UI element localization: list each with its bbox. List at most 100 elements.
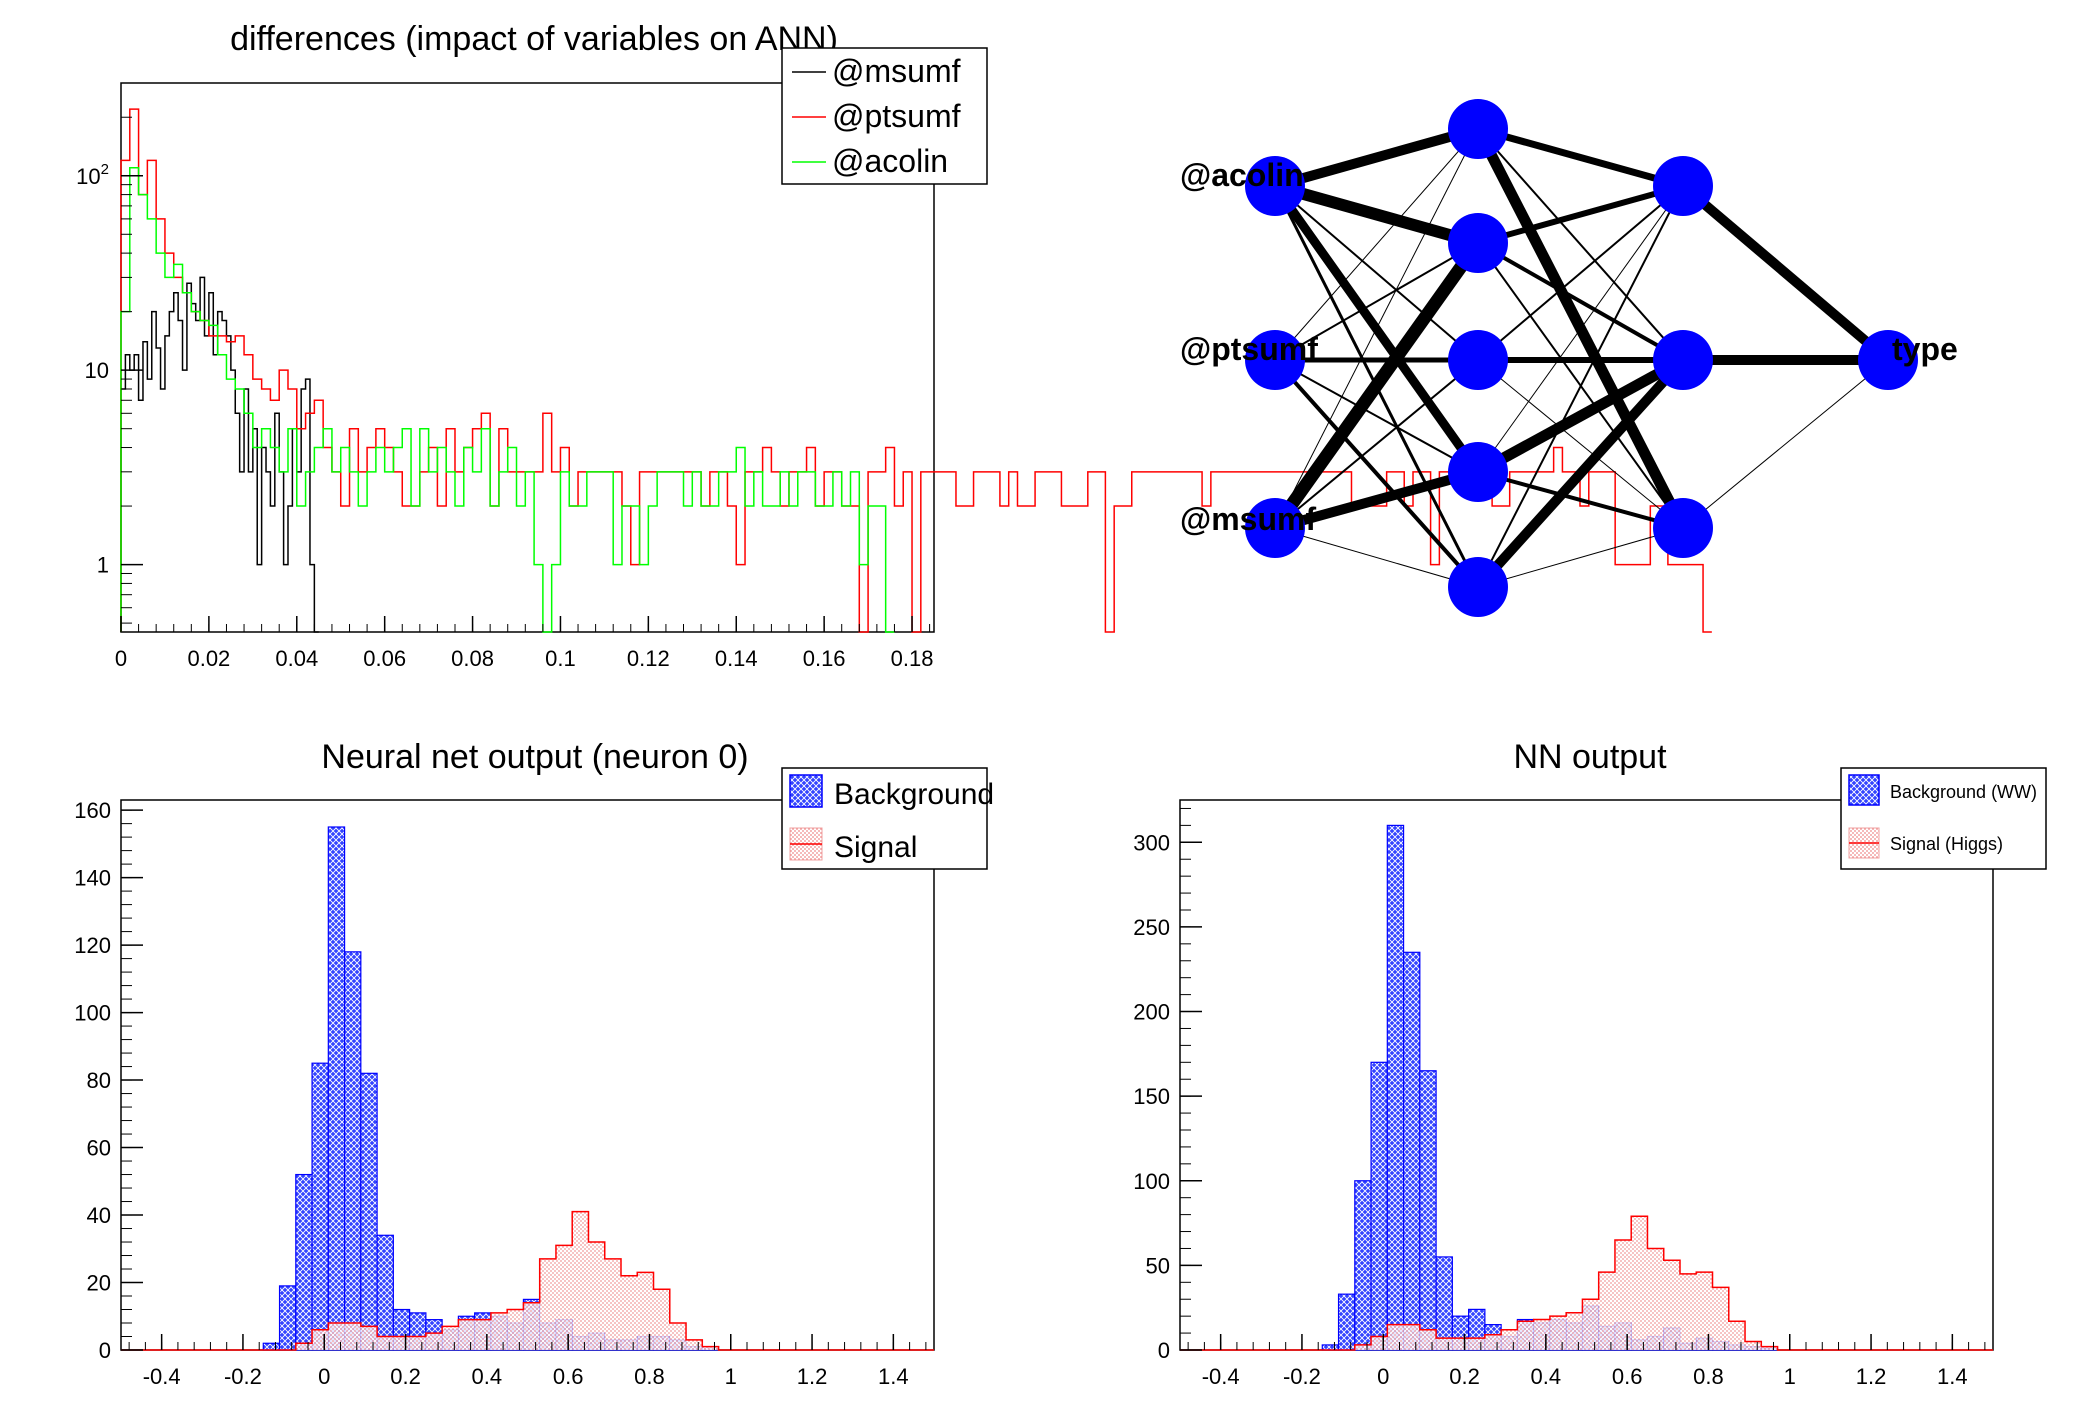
y-tick-label: 0	[99, 1338, 111, 1363]
bar-signal	[409, 1336, 426, 1350]
network-diagram: @acolin @ptsumf @msumf type	[1180, 99, 1958, 617]
neuron-node	[1653, 330, 1713, 390]
bar-signal	[604, 1258, 621, 1350]
weight-edge	[1273, 358, 1480, 589]
weight-edge	[1273, 180, 1480, 249]
y-tick-label: 100	[74, 1001, 111, 1026]
legend-acolin: @acolin	[832, 143, 948, 179]
bar-signal	[1501, 1329, 1518, 1350]
x-tick-label: 0.6	[1612, 1364, 1643, 1389]
x-tick-label: 0	[1377, 1364, 1389, 1389]
bar-signal	[312, 1329, 329, 1350]
bar-signal	[1419, 1329, 1437, 1350]
y-tick-label: 20	[87, 1271, 111, 1296]
bar-signal	[442, 1326, 459, 1350]
bar-signal	[360, 1326, 378, 1350]
weight-edge	[1477, 359, 1684, 529]
x-tick-label: 0.8	[634, 1364, 665, 1389]
x-tick-label: 1	[725, 1364, 737, 1389]
bar-signal	[1598, 1272, 1615, 1350]
bar-signal	[702, 1346, 719, 1350]
nn-output-panel: NN output -0.4 -0.2 0 0.2 0.4 0.6 0.8 1 1.2 1.4 0 5…	[1133, 738, 2047, 1389]
bar-signal	[637, 1272, 654, 1350]
legend-ptsumf: @ptsumf	[832, 98, 961, 134]
bar-signal	[1582, 1299, 1599, 1350]
bar-background	[1321, 1344, 1340, 1351]
weight-edge	[1273, 124, 1480, 191]
bar-signal	[1647, 1248, 1664, 1350]
bar-signal	[393, 1336, 410, 1350]
bar-signal	[1728, 1321, 1746, 1350]
bar-signal	[1517, 1321, 1534, 1350]
bar-background	[343, 951, 362, 1351]
y-tick-label: 300	[1133, 830, 1170, 855]
y-tick-label: 250	[1133, 915, 1170, 940]
bar-signal	[686, 1339, 703, 1350]
x-tick-label: 0.06	[363, 646, 406, 671]
weight-edge	[1274, 359, 1479, 529]
x-tick-label: 1.4	[878, 1364, 909, 1389]
weight-edge	[1679, 182, 1892, 364]
legend-signal-higgs: Signal (Higgs)	[1890, 834, 2003, 854]
weight-edge	[1475, 355, 1686, 477]
bar-signal	[555, 1245, 573, 1350]
weight-edge	[1477, 185, 1684, 588]
x-tick-label: 0.8	[1693, 1364, 1724, 1389]
weight-edge	[1274, 242, 1479, 361]
bar-signal	[1533, 1319, 1550, 1350]
weight-edge	[1274, 527, 1479, 588]
bar-signal	[1549, 1316, 1567, 1350]
y-tick-label: 150	[1133, 1084, 1170, 1109]
neuron-node	[1858, 330, 1918, 390]
neuron-node	[1245, 330, 1305, 390]
y-tick-label: 0	[1158, 1338, 1170, 1363]
bar-signal	[572, 1211, 589, 1350]
weight-edge	[1274, 128, 1479, 361]
bar-signal	[458, 1319, 475, 1350]
x-tick-label: 0.1	[545, 646, 576, 671]
x-tick-label: -0.4	[143, 1364, 181, 1389]
bar-signal	[474, 1319, 491, 1350]
x-tick-label: 0.02	[187, 646, 230, 671]
bar-signal	[653, 1289, 670, 1350]
bar-signal	[295, 1343, 313, 1350]
bar-signal	[1614, 1240, 1632, 1350]
weight-edge	[1274, 128, 1479, 529]
legend-msumf: @msumf	[832, 53, 961, 89]
differences-title: differences (impact of variables on ANN)	[230, 20, 838, 58]
weight-edge	[1274, 185, 1479, 361]
neuron-node	[1653, 498, 1713, 558]
bar-signal	[377, 1336, 394, 1350]
bar-signal	[1712, 1287, 1729, 1350]
bar-signal	[1663, 1260, 1680, 1350]
x-tick-label: 0.12	[627, 646, 670, 671]
x-tick-label: 1.2	[1856, 1364, 1887, 1389]
neuron-node	[1653, 156, 1713, 216]
neuron-node	[1448, 330, 1508, 390]
bar-signal	[588, 1242, 605, 1350]
bar-signal	[669, 1323, 687, 1350]
neuron0-panel: Neural net output (neuron 0) -0.4 -0.2 0 0.…	[74, 738, 994, 1389]
nn-output-title: NN output	[1513, 738, 1667, 776]
y-tick-label: 1	[97, 553, 109, 578]
x-tick-label: 0.4	[1531, 1364, 1562, 1389]
nn-output-legend: Background (WW) Signal (Higgs)	[1840, 767, 2047, 870]
bar-signal	[1696, 1272, 1713, 1350]
weight-edge	[1477, 470, 1684, 530]
bar-signal	[1436, 1338, 1453, 1350]
weight-edge	[1273, 467, 1480, 533]
input-label-msumf: @msumf	[1180, 501, 1316, 537]
y-tick-label: 102	[76, 161, 109, 189]
weight-edge	[1474, 356, 1687, 591]
weight-edge	[1477, 128, 1684, 361]
bar-background	[278, 1285, 297, 1351]
x-tick-label: 0	[115, 646, 127, 671]
bar-background	[1354, 1180, 1372, 1351]
neuron-node	[1245, 498, 1305, 558]
x-tick-label: 0.16	[803, 646, 846, 671]
y-tick-label: 200	[1133, 1000, 1170, 1025]
x-tick-label: 0.04	[275, 646, 318, 671]
bar-signal	[425, 1333, 443, 1350]
x-tick-label: -0.2	[1283, 1364, 1321, 1389]
